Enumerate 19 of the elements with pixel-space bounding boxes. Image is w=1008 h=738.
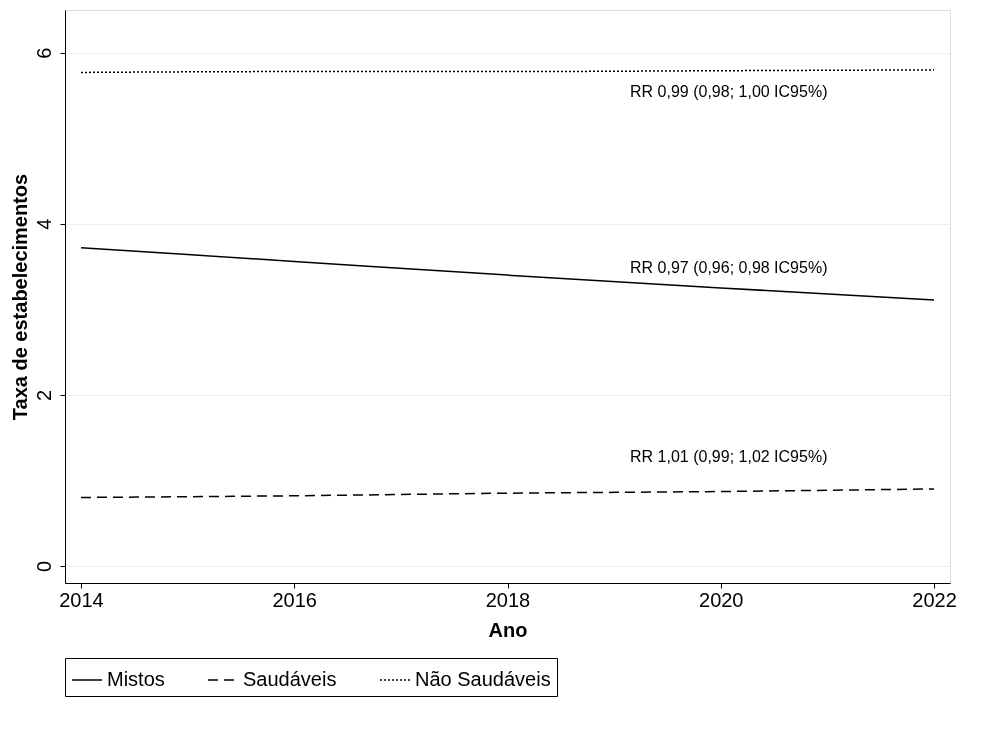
annotation: RR 0,97 (0,96; 0,98 IC95%)	[630, 258, 828, 276]
y-tick-label: 0	[32, 560, 55, 572]
y-tick-label: 6	[32, 47, 55, 59]
legend-label: Não Saudáveis	[415, 668, 551, 690]
line-series	[80, 247, 935, 301]
legend-label: Saudáveis	[243, 668, 337, 690]
x-tick-label: 2020	[699, 588, 744, 611]
y-tick-label: 4	[32, 218, 55, 230]
x-tick-label: 2018	[485, 588, 531, 611]
x-axis-title: Ano	[488, 618, 528, 641]
y-tick-label: 2	[32, 389, 55, 401]
line-series	[80, 488, 935, 499]
annotation: RR 0,99 (0,98; 1,00 IC95%)	[630, 82, 828, 100]
x-tick-label: 2016	[272, 588, 317, 611]
legend-label: Mistos	[107, 668, 165, 690]
x-tick-label: 2022	[912, 588, 957, 611]
y-axis-title: Taxa de estabelecimentos	[8, 173, 31, 421]
annotation: RR 1,01 (0,99; 1,02 IC95%)	[630, 447, 828, 465]
x-tick-label: 2014	[59, 588, 104, 611]
